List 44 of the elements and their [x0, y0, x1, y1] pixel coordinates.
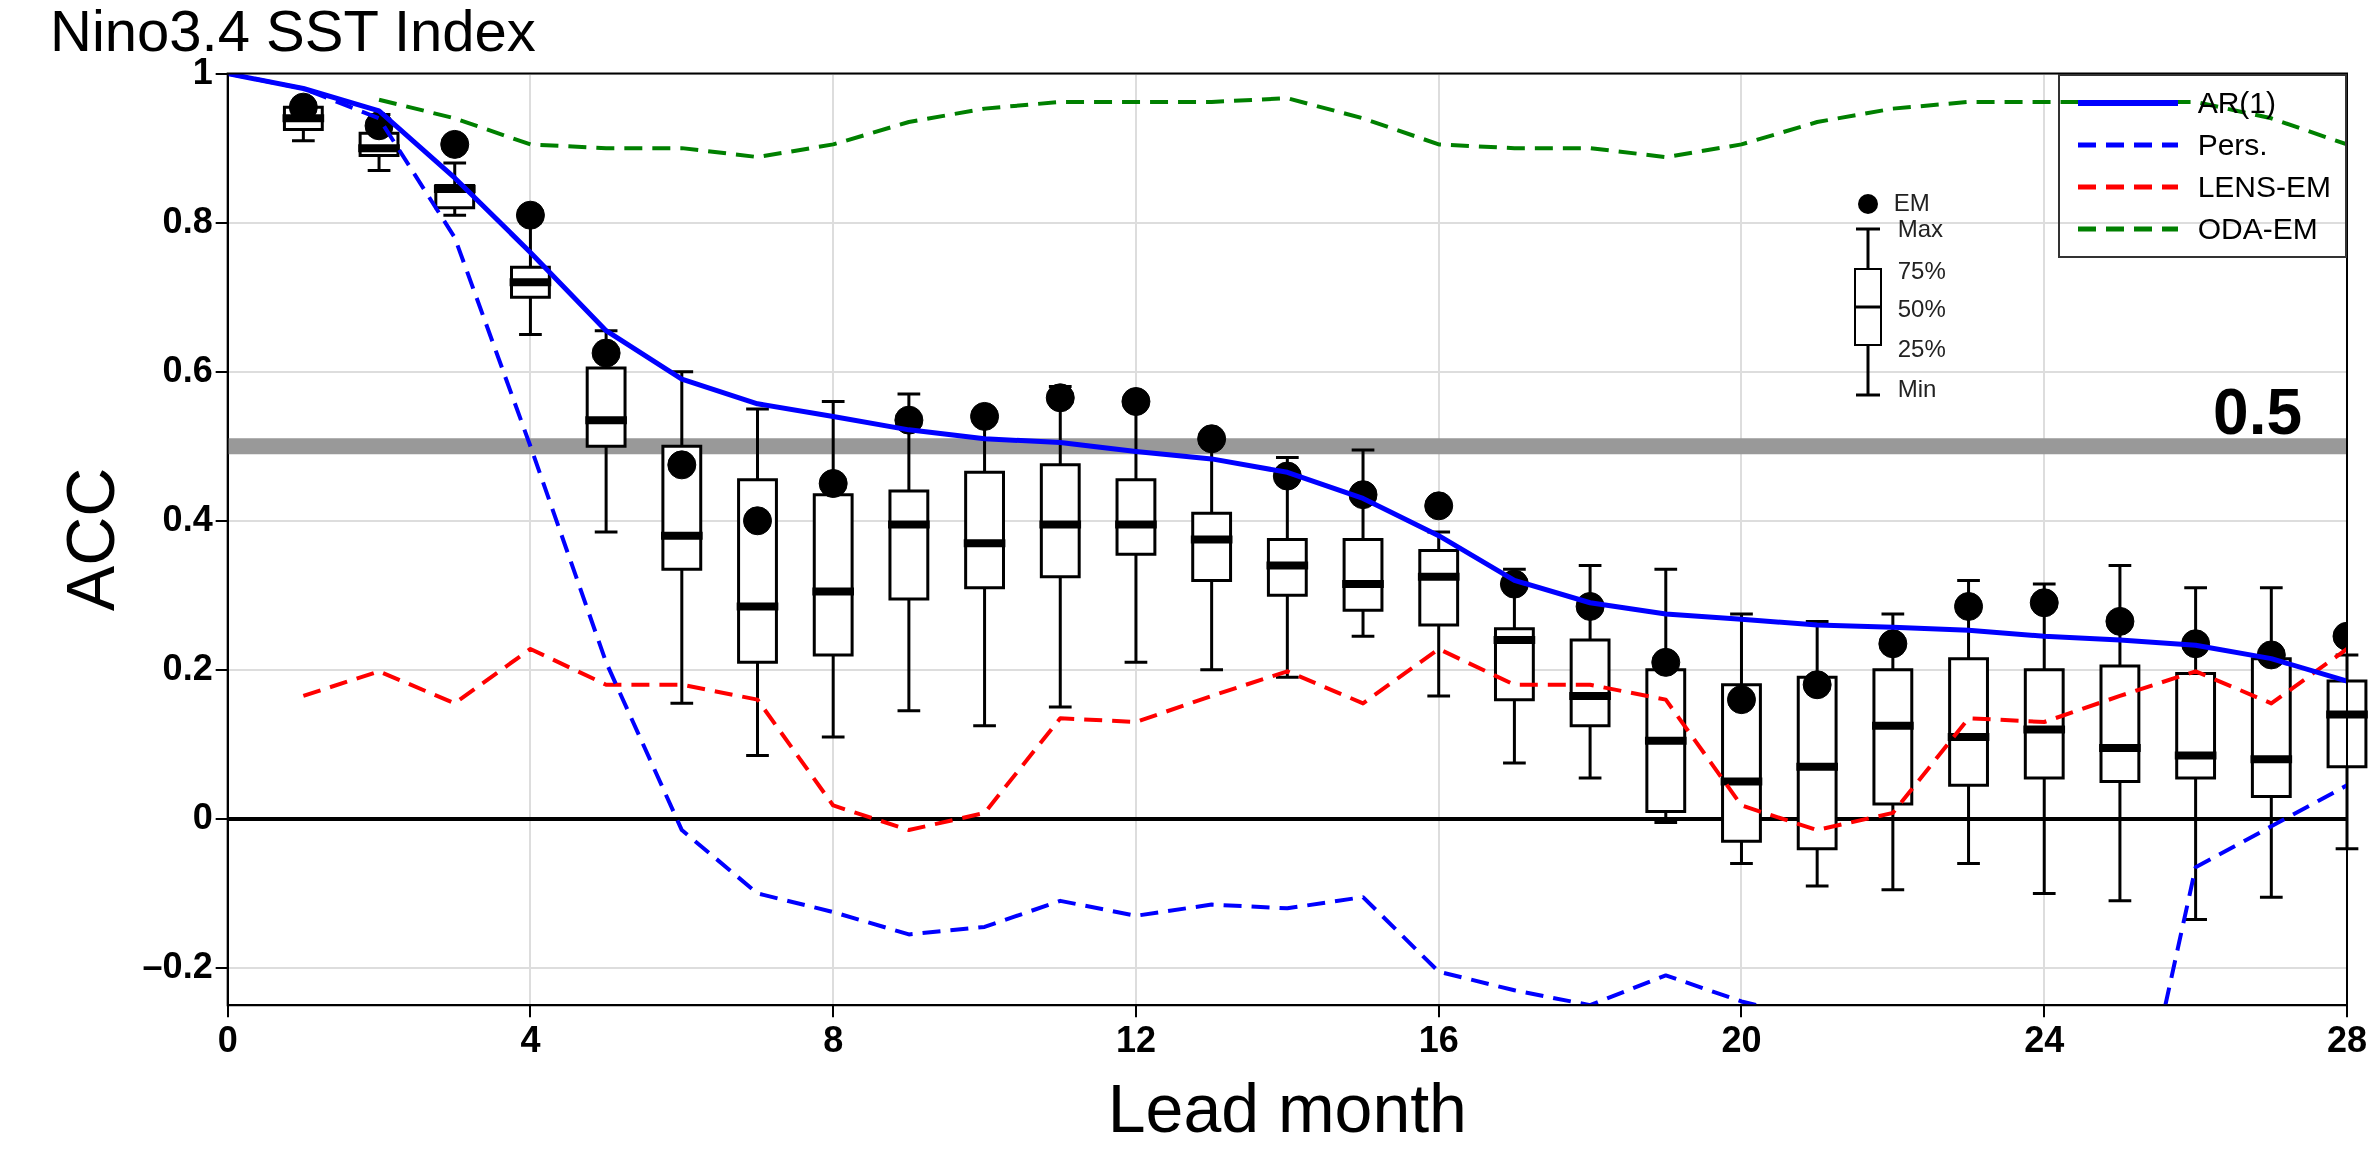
point: [1121, 387, 1151, 417]
point: [1197, 424, 1227, 454]
annotation: 25%: [1897, 334, 1946, 363]
point: [1651, 647, 1681, 677]
legend-label: ODA-EM: [2197, 211, 2318, 246]
legend-label: LENS-EM: [2197, 169, 2331, 204]
point: [591, 338, 621, 368]
x-tick-label: 16: [1418, 1018, 1459, 1060]
point: [1424, 491, 1454, 521]
annotation: Max: [1897, 214, 1944, 243]
point: [818, 469, 848, 498]
point: [515, 200, 545, 230]
point: [2029, 588, 2059, 618]
annotation: 50%: [1897, 294, 1946, 323]
x-tick-label: 4: [520, 1018, 541, 1060]
point: [667, 450, 697, 480]
point: [1878, 629, 1908, 659]
point: [440, 129, 470, 159]
annotation: Min: [1897, 374, 1937, 403]
x-tick-label: 28: [2326, 1018, 2368, 1060]
legend-label: EM: [1893, 188, 1930, 217]
annotation: 75%: [1897, 256, 1946, 285]
point: [743, 506, 772, 536]
point: [1045, 383, 1075, 413]
y-tick-label: 0.8: [162, 199, 213, 241]
x-tick-label: 12: [1115, 1018, 1156, 1060]
legend-label: AR(1): [2197, 85, 2276, 120]
x-axis-title: Lead month: [1107, 1069, 1467, 1146]
y-tick-label: 0.4: [162, 497, 213, 539]
point: [2105, 606, 2135, 636]
y-tick-label: 0.2: [162, 646, 213, 688]
y-tick-label: 0: [192, 795, 213, 837]
x-tick-label: 20: [1721, 1018, 1762, 1060]
x-tick-label: 8: [823, 1018, 844, 1060]
x-tick-label: 24: [2024, 1018, 2065, 1060]
point: [1954, 591, 1984, 621]
point: [1802, 670, 1832, 700]
point: [1726, 685, 1756, 715]
y-tick-label: 0.6: [162, 348, 213, 390]
ref-line-label: 0.5: [2213, 375, 2302, 448]
point: [970, 401, 1000, 431]
legend-label: Pers.: [2197, 127, 2268, 162]
y-tick-label: –0.2: [142, 944, 213, 986]
y-axis-title: ACC: [51, 467, 128, 612]
